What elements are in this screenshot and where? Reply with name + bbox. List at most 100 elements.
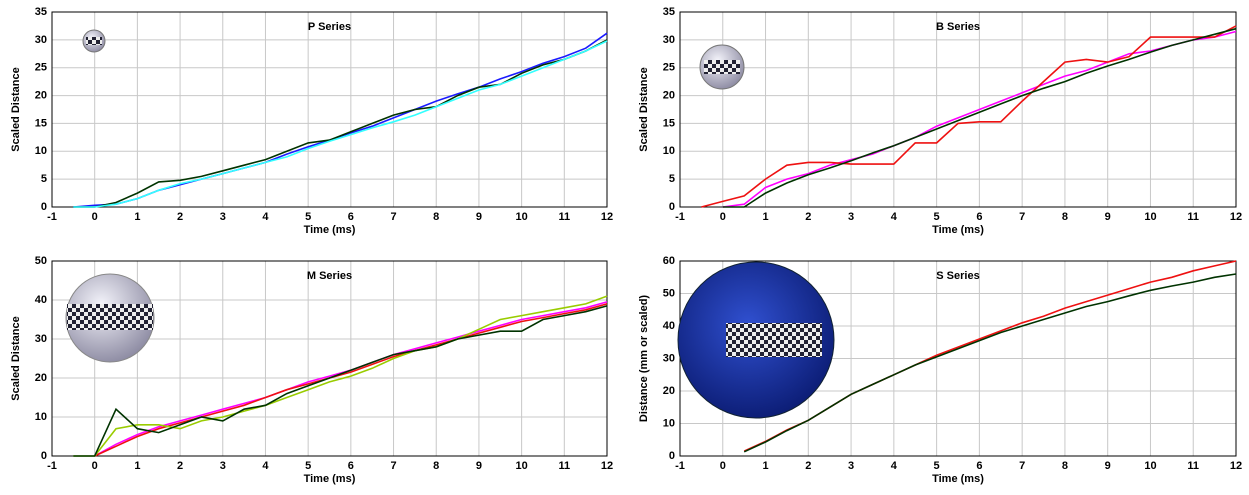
y-tick-label: 35 bbox=[35, 6, 47, 18]
y-tick-label: 35 bbox=[663, 6, 675, 18]
x-tick-label: 5 bbox=[934, 211, 940, 223]
ball-image bbox=[677, 261, 835, 419]
y-tick-label: 20 bbox=[663, 385, 675, 397]
data-line bbox=[73, 305, 608, 457]
x-tick-label: 9 bbox=[1105, 460, 1111, 472]
x-tick-label: 4 bbox=[262, 211, 269, 223]
x-tick-label: 6 bbox=[348, 211, 354, 223]
x-tick-label: 1 bbox=[134, 460, 140, 472]
data-line bbox=[701, 25, 1237, 208]
data-line bbox=[722, 30, 1237, 208]
x-tick-label: 10 bbox=[515, 211, 527, 223]
ball-image bbox=[699, 44, 745, 90]
x-tick-label: 4 bbox=[891, 211, 898, 223]
x-tick-label: 12 bbox=[1230, 460, 1242, 472]
x-tick-label: 2 bbox=[177, 211, 183, 223]
y-axis-label: Scaled Distance bbox=[10, 316, 22, 400]
y-tick-label: 5 bbox=[669, 173, 675, 185]
x-tick-label: 11 bbox=[1187, 460, 1199, 472]
x-tick-label: 3 bbox=[848, 211, 854, 223]
data-line bbox=[73, 295, 608, 457]
x-tick-label: -1 bbox=[675, 460, 685, 472]
plot-area bbox=[52, 12, 607, 207]
y-tick-label: 10 bbox=[35, 145, 47, 157]
x-tick-label: 11 bbox=[558, 211, 570, 223]
x-tick-label: 10 bbox=[1144, 211, 1156, 223]
plot-area bbox=[680, 12, 1236, 207]
y-tick-label: 0 bbox=[669, 450, 675, 462]
y-tick-label: 50 bbox=[663, 287, 675, 299]
y-tick-label: 20 bbox=[663, 89, 675, 101]
x-tick-label: 10 bbox=[1144, 460, 1156, 472]
y-axis-label: Scaled Distance bbox=[10, 67, 22, 151]
x-tick-label: 6 bbox=[976, 211, 982, 223]
y-tick-label: 10 bbox=[35, 411, 47, 423]
y-tick-label: 25 bbox=[35, 62, 47, 74]
x-axis-label: Time (ms) bbox=[932, 224, 984, 236]
x-tick-label: 7 bbox=[1019, 460, 1025, 472]
x-axis-label: Time (ms) bbox=[304, 473, 356, 485]
x-tick-label: 7 bbox=[390, 211, 396, 223]
y-tick-label: 5 bbox=[41, 173, 47, 185]
x-tick-label: 2 bbox=[805, 211, 811, 223]
y-tick-label: 40 bbox=[35, 294, 47, 306]
x-tick-label: 0 bbox=[720, 211, 726, 223]
y-tick-label: 0 bbox=[41, 450, 47, 462]
y-tick-label: 30 bbox=[663, 34, 675, 46]
x-tick-label: 11 bbox=[1187, 211, 1199, 223]
x-tick-label: 3 bbox=[220, 460, 226, 472]
x-tick-label: 2 bbox=[177, 460, 183, 472]
x-tick-label: 0 bbox=[92, 460, 98, 472]
data-line bbox=[94, 303, 608, 457]
ball-image bbox=[82, 29, 106, 53]
x-tick-label: 12 bbox=[601, 211, 613, 223]
x-tick-label: 3 bbox=[848, 460, 854, 472]
x-tick-label: 9 bbox=[476, 460, 482, 472]
x-tick-label: 7 bbox=[1019, 211, 1025, 223]
x-tick-label: 12 bbox=[1230, 211, 1242, 223]
chart-title: P Series bbox=[308, 21, 351, 33]
x-tick-label: 6 bbox=[348, 460, 354, 472]
plot-frame bbox=[51, 11, 608, 208]
y-axis-label: Distance (mm or scaled) bbox=[638, 295, 650, 422]
y-tick-label: 25 bbox=[663, 62, 675, 74]
y-tick-label: 50 bbox=[35, 255, 47, 267]
data-line bbox=[722, 27, 1237, 208]
y-axis-label: Scaled Distance bbox=[638, 67, 650, 151]
x-tick-label: 10 bbox=[515, 460, 527, 472]
x-tick-label: 0 bbox=[92, 211, 98, 223]
y-tick-label: 15 bbox=[663, 117, 675, 129]
x-tick-label: 8 bbox=[433, 211, 439, 223]
x-tick-label: 8 bbox=[1062, 460, 1068, 472]
y-tick-label: 0 bbox=[669, 201, 675, 213]
x-tick-label: 7 bbox=[390, 460, 396, 472]
y-tick-label: 30 bbox=[35, 34, 47, 46]
data-line bbox=[73, 40, 608, 208]
x-tick-label: 6 bbox=[976, 460, 982, 472]
x-tick-label: 4 bbox=[891, 460, 898, 472]
chart-title: B Series bbox=[936, 21, 980, 33]
plot-frame bbox=[679, 11, 1237, 208]
y-tick-label: 10 bbox=[663, 417, 675, 429]
y-tick-label: 40 bbox=[663, 320, 675, 332]
x-tick-label: 1 bbox=[134, 211, 140, 223]
x-tick-label: 8 bbox=[1062, 211, 1068, 223]
x-tick-label: -1 bbox=[47, 211, 57, 223]
x-tick-label: 12 bbox=[601, 460, 613, 472]
y-tick-label: 0 bbox=[41, 201, 47, 213]
x-tick-label: 4 bbox=[262, 460, 269, 472]
y-tick-label: 20 bbox=[35, 89, 47, 101]
x-tick-label: 5 bbox=[305, 460, 311, 472]
x-tick-label: 8 bbox=[433, 460, 439, 472]
x-tick-label: 5 bbox=[934, 460, 940, 472]
x-tick-label: 2 bbox=[805, 460, 811, 472]
x-tick-label: 9 bbox=[1105, 211, 1111, 223]
plot-frame bbox=[51, 260, 608, 457]
y-tick-label: 30 bbox=[35, 333, 47, 345]
x-tick-label: 5 bbox=[305, 211, 311, 223]
x-tick-label: -1 bbox=[47, 460, 57, 472]
y-tick-label: 15 bbox=[35, 117, 47, 129]
x-tick-label: 9 bbox=[476, 211, 482, 223]
x-tick-label: 11 bbox=[558, 460, 570, 472]
